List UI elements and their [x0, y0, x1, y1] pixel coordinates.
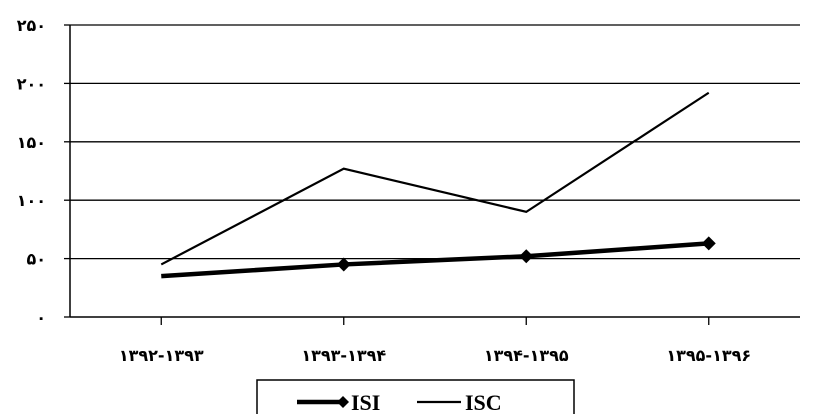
gridlines	[70, 24, 800, 260]
series-line-isc	[160, 91, 710, 266]
data-point-isi	[519, 249, 534, 264]
y-axis-tick-labels: ۰ ۵۰ ۱۰۰ ۱۵۰ ۲۰۰ ۲۵۰	[17, 16, 46, 327]
legend-marker-isi	[337, 396, 349, 408]
x-tick-label: ۱۳۹۴-۱۳۹۵	[484, 346, 569, 365]
y-tick-label: ۵۰	[26, 250, 46, 269]
y-tick-label: ۲۵۰	[17, 16, 46, 35]
x-tick-label: ۱۳۹۲-۱۳۹۳	[119, 346, 204, 365]
axes	[64, 24, 800, 325]
x-tick-label: ۱۳۹۵-۱۳۹۶	[666, 346, 751, 365]
legend-box	[256, 379, 575, 414]
x-tick-label: ۱۳۹۳-۱۳۹۴	[301, 346, 386, 365]
data-point-isi	[701, 236, 716, 251]
y-tick-label: ۱۵۰	[17, 133, 46, 152]
y-tick-label: ۰	[36, 308, 46, 327]
legend: ISI ISC	[256, 379, 575, 414]
series-line-isi	[161, 241, 709, 279]
data-point-isi	[336, 257, 351, 272]
legend-label-isc: ISC	[465, 390, 502, 414]
y-tick-label: ۲۰۰	[17, 74, 46, 93]
legend-label-isi: ISI	[351, 390, 380, 414]
x-axis-tick-labels: ۱۳۹۲-۱۳۹۳ ۱۳۹۳-۱۳۹۴ ۱۳۹۴-۱۳۹۵ ۱۳۹۵-۱۳۹۶	[119, 346, 751, 365]
series-lines	[160, 91, 716, 279]
y-tick-label: ۱۰۰	[17, 191, 46, 210]
